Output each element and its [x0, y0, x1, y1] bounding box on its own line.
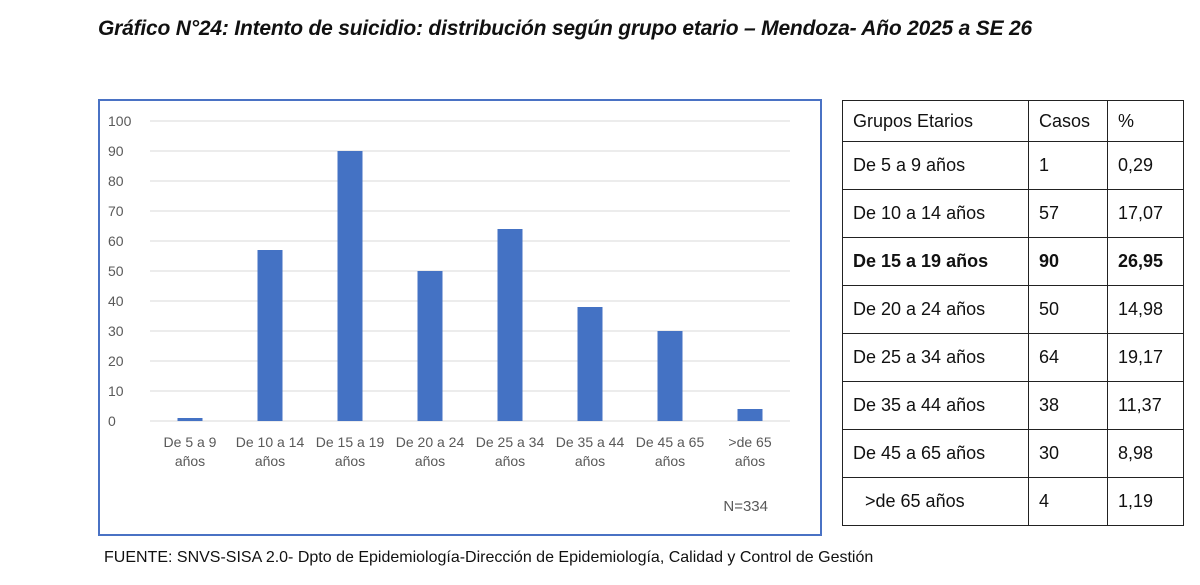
group-cell: >de 65 años: [842, 477, 1029, 526]
percent-cell: 17,07: [1107, 189, 1184, 238]
bar: [257, 250, 283, 421]
bar: [657, 331, 683, 421]
table-row: De 35 a 44 años 38 11,37: [842, 381, 1184, 430]
table-row: De 25 a 34 años 64 19,17: [842, 333, 1184, 382]
group-cell: De 15 a 19 años: [842, 237, 1029, 286]
percent-cell: 14,98: [1107, 285, 1184, 334]
cases-cell: 90: [1028, 237, 1108, 286]
cases-cell: 57: [1028, 189, 1108, 238]
x-tick-label: De 5 a 9: [164, 434, 217, 450]
x-tick-label: años: [575, 453, 605, 469]
x-tick-label: años: [495, 453, 525, 469]
x-tick-label: años: [335, 453, 365, 469]
table-row: De 45 a 65 años 30 8,98: [842, 429, 1184, 478]
y-tick-label: 90: [108, 143, 124, 159]
table-row: De 5 a 9 años 1 0,29: [842, 141, 1184, 190]
x-tick-label: años: [175, 453, 205, 469]
y-tick-label: 0: [108, 413, 116, 429]
group-cell: De 5 a 9 años: [842, 141, 1029, 190]
y-tick-label: 20: [108, 353, 124, 369]
x-tick-label: De 20 a 24: [396, 434, 465, 450]
cases-cell: 38: [1028, 381, 1108, 430]
bar: [177, 418, 203, 421]
group-cell: De 25 a 34 años: [842, 333, 1029, 382]
percent-cell: 19,17: [1107, 333, 1184, 382]
cases-cell: 30: [1028, 429, 1108, 478]
x-tick-label: años: [255, 453, 285, 469]
y-tick-label: 80: [108, 173, 124, 189]
table-header-row: Grupos Etarios Casos %: [842, 100, 1184, 142]
chart-title: Gráfico N°24: Intento de suicidio: distr…: [98, 17, 1032, 40]
y-tick-label: 100: [108, 113, 132, 129]
table-row: >de 65 años 4 1,19: [842, 477, 1184, 526]
x-tick-label: De 25 a 34: [476, 434, 545, 450]
group-cell: De 45 a 65 años: [842, 429, 1029, 478]
percent-cell: 8,98: [1107, 429, 1184, 478]
y-tick-label: 50: [108, 263, 124, 279]
y-tick-label: 10: [108, 383, 124, 399]
x-tick-label: años: [735, 453, 765, 469]
x-tick-label: De 35 a 44: [556, 434, 625, 450]
table-row: De 15 a 19 años 90 26,95: [842, 237, 1184, 286]
table-row: De 20 a 24 años 50 14,98: [842, 285, 1184, 334]
header-cell: Casos: [1028, 100, 1108, 142]
cases-cell: 64: [1028, 333, 1108, 382]
group-cell: De 35 a 44 años: [842, 381, 1029, 430]
x-tick-label: De 45 a 65: [636, 434, 705, 450]
x-tick-label: >de 65: [728, 434, 771, 450]
bar-chart: 0 10 20 30 40 50 60 70 80 90 100 De 5 a 9 años De 10 …: [108, 113, 790, 515]
x-tick-label: De 15 a 19: [316, 434, 385, 450]
percent-cell: 26,95: [1107, 237, 1184, 286]
x-tick-label: años: [655, 453, 685, 469]
y-tick-label: 30: [108, 323, 124, 339]
cases-cell: 4: [1028, 477, 1108, 526]
bar: [497, 229, 523, 421]
group-cell: De 20 a 24 años: [842, 285, 1029, 334]
percent-cell: 11,37: [1107, 381, 1184, 430]
cases-cell: 1: [1028, 141, 1108, 190]
header-cell: %: [1107, 100, 1184, 142]
sample-size-annotation: N=334: [723, 498, 768, 515]
bar: [417, 271, 443, 421]
bar: [737, 409, 763, 421]
table-row: De 10 a 14 años 57 17,07: [842, 189, 1184, 238]
percent-cell: 1,19: [1107, 477, 1184, 526]
source-note: FUENTE: SNVS-SISA 2.0- Dpto de Epidemiol…: [104, 549, 874, 566]
data-table: Grupos Etarios Casos % De 5 a 9 años 1 0,2…: [842, 100, 1184, 526]
y-tick-label: 70: [108, 203, 124, 219]
x-tick-label: años: [415, 453, 445, 469]
bar: [577, 307, 603, 421]
bar: [337, 151, 363, 421]
x-tick-label: De 10 a 14: [236, 434, 305, 450]
cases-cell: 50: [1028, 285, 1108, 334]
header-cell: Grupos Etarios: [842, 100, 1029, 142]
y-tick-label: 40: [108, 293, 124, 309]
chart-frame: 0 10 20 30 40 50 60 70 80 90 100 De 5 a 9 años De 10 …: [98, 99, 822, 536]
group-cell: De 10 a 14 años: [842, 189, 1029, 238]
percent-cell: 0,29: [1107, 141, 1184, 190]
y-tick-label: 60: [108, 233, 124, 249]
